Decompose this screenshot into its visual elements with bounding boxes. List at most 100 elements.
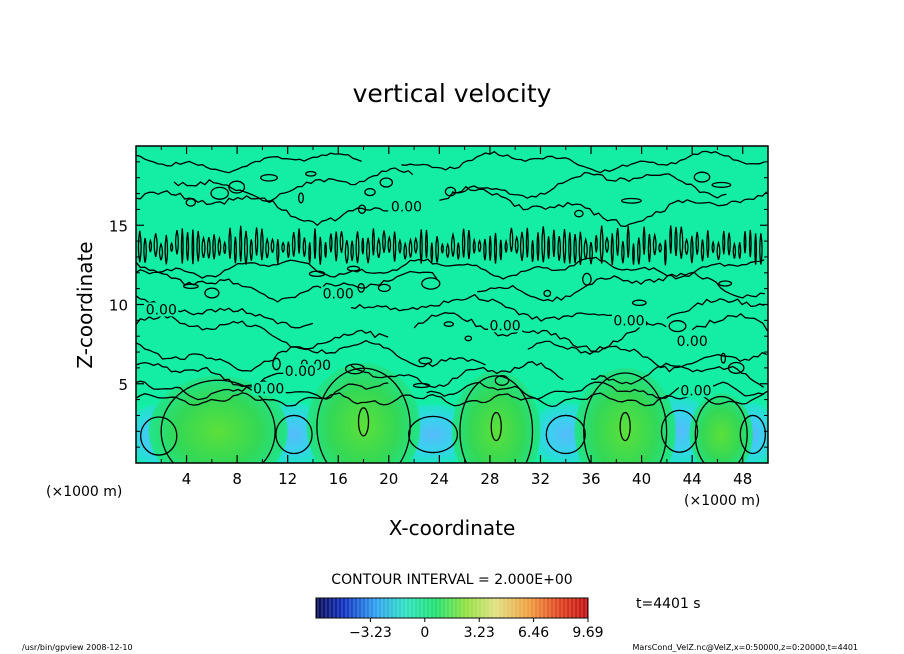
turbulent-contour [472, 237, 476, 254]
turbulent-contour [583, 237, 588, 260]
contour-line [136, 392, 765, 408]
eddy-contour [298, 192, 304, 204]
updraft-contour [694, 395, 748, 463]
turbulent-contour [610, 233, 614, 265]
eddy-contour [364, 187, 376, 197]
updraft-region [574, 367, 676, 463]
turbulent-contour [477, 238, 482, 253]
turbulent-contour [483, 238, 487, 261]
turbulent-contour [424, 229, 428, 259]
eddy-contour [344, 363, 366, 375]
turbulent-contour [547, 236, 551, 259]
turbulent-contour [716, 240, 721, 261]
turbulent-contour [552, 229, 556, 257]
chart-title: vertical velocity [353, 79, 552, 108]
eddy-contour [620, 197, 642, 204]
turbulent-contour [265, 236, 270, 259]
turbulent-contour [430, 242, 434, 263]
contour-label-bg [251, 381, 286, 396]
eddy-contour [443, 321, 455, 327]
eddy-contour [574, 209, 584, 218]
x-tick-label: 16 [329, 470, 348, 488]
turbulent-contour [153, 233, 158, 257]
turbulent-contour [212, 234, 216, 260]
updraft-region [689, 393, 753, 463]
y-tick-label: 10 [109, 297, 128, 315]
turbulent-contour [324, 242, 328, 258]
turbulent-contour [445, 242, 450, 258]
turbulent-contour [488, 235, 492, 261]
eddy-contour [494, 375, 510, 386]
turbulent-contour [143, 237, 147, 263]
contour-label: 0.00 [490, 318, 521, 334]
eddy-contour [185, 198, 197, 207]
contour-line [527, 340, 767, 373]
contour-label: 0.00 [680, 383, 711, 399]
downdraft-contour [275, 414, 313, 455]
updraft-contour [583, 372, 668, 463]
eddy-contour [444, 186, 457, 197]
turbulent-contour [223, 240, 227, 255]
turbulent-contour [456, 242, 460, 260]
turbulent-contour [308, 242, 312, 264]
eddy-contour [631, 299, 647, 307]
x-unit-right: (×1000 m) [684, 493, 760, 509]
turbulent-contour [249, 239, 253, 261]
downdraft-contour [545, 414, 586, 455]
updraft-contour [459, 375, 534, 463]
turbulent-contour [270, 237, 275, 254]
eddy-contour [668, 320, 687, 333]
turbulent-contour [440, 242, 444, 254]
x-tick-label: 48 [733, 470, 752, 488]
y-axis-label: Z-coordinate [73, 241, 97, 368]
turbulent-contour [658, 242, 662, 253]
turbulent-contour [615, 227, 620, 256]
y-tick-label: 15 [109, 217, 128, 235]
turbulent-contour [626, 225, 630, 258]
turbulent-contour [366, 237, 371, 264]
turbulent-contour [589, 241, 593, 265]
updraft-contour [316, 367, 411, 463]
eddy-contour [720, 352, 727, 364]
contour-line [666, 298, 765, 319]
turbulent-contour [621, 241, 625, 264]
turbulent-contour [674, 226, 678, 256]
turbulent-contour [493, 232, 498, 264]
contour-label-bg [389, 199, 424, 214]
updraft-region [306, 363, 421, 463]
turbulent-contour [695, 231, 699, 255]
turbulent-contour [158, 242, 164, 261]
colorbar-tick-label: 9.69 [572, 625, 603, 641]
contour-line [136, 380, 389, 401]
turbulent-contour [461, 228, 466, 258]
x-tick-label: 4 [182, 470, 192, 488]
turbulent-contour [403, 241, 408, 260]
contour-line [691, 312, 768, 332]
turbulent-contour [435, 236, 440, 263]
colorbar: −3.23 0 3.23 6.46 9.69 [315, 597, 604, 641]
turbulent-contour [711, 240, 715, 254]
contour-label: 0.00 [391, 199, 422, 215]
turbulent-contour [722, 230, 726, 255]
turbulent-contour [239, 225, 243, 262]
x-tick-label: 40 [632, 470, 651, 488]
eddy-contour [228, 180, 246, 194]
updraft-contour [160, 379, 276, 463]
turbulent-contour [652, 232, 657, 256]
turbulent-contour [382, 230, 386, 254]
eddy-contour [711, 181, 732, 188]
turbulent-contour [276, 239, 280, 265]
turbulent-contour [329, 233, 333, 253]
contour-label-bg [675, 334, 710, 349]
x-tick-label: 44 [683, 470, 702, 488]
turbulent-contour [541, 226, 546, 263]
turbulent-contour [743, 231, 747, 254]
eddy-contour [182, 283, 199, 290]
eddy-contour [357, 283, 365, 293]
contour-label: 0.00 [253, 382, 284, 398]
contour-line [350, 361, 564, 389]
contour-label: 0.00 [677, 334, 708, 350]
x-tick-label: 28 [480, 470, 499, 488]
turbulent-contour [233, 236, 237, 264]
